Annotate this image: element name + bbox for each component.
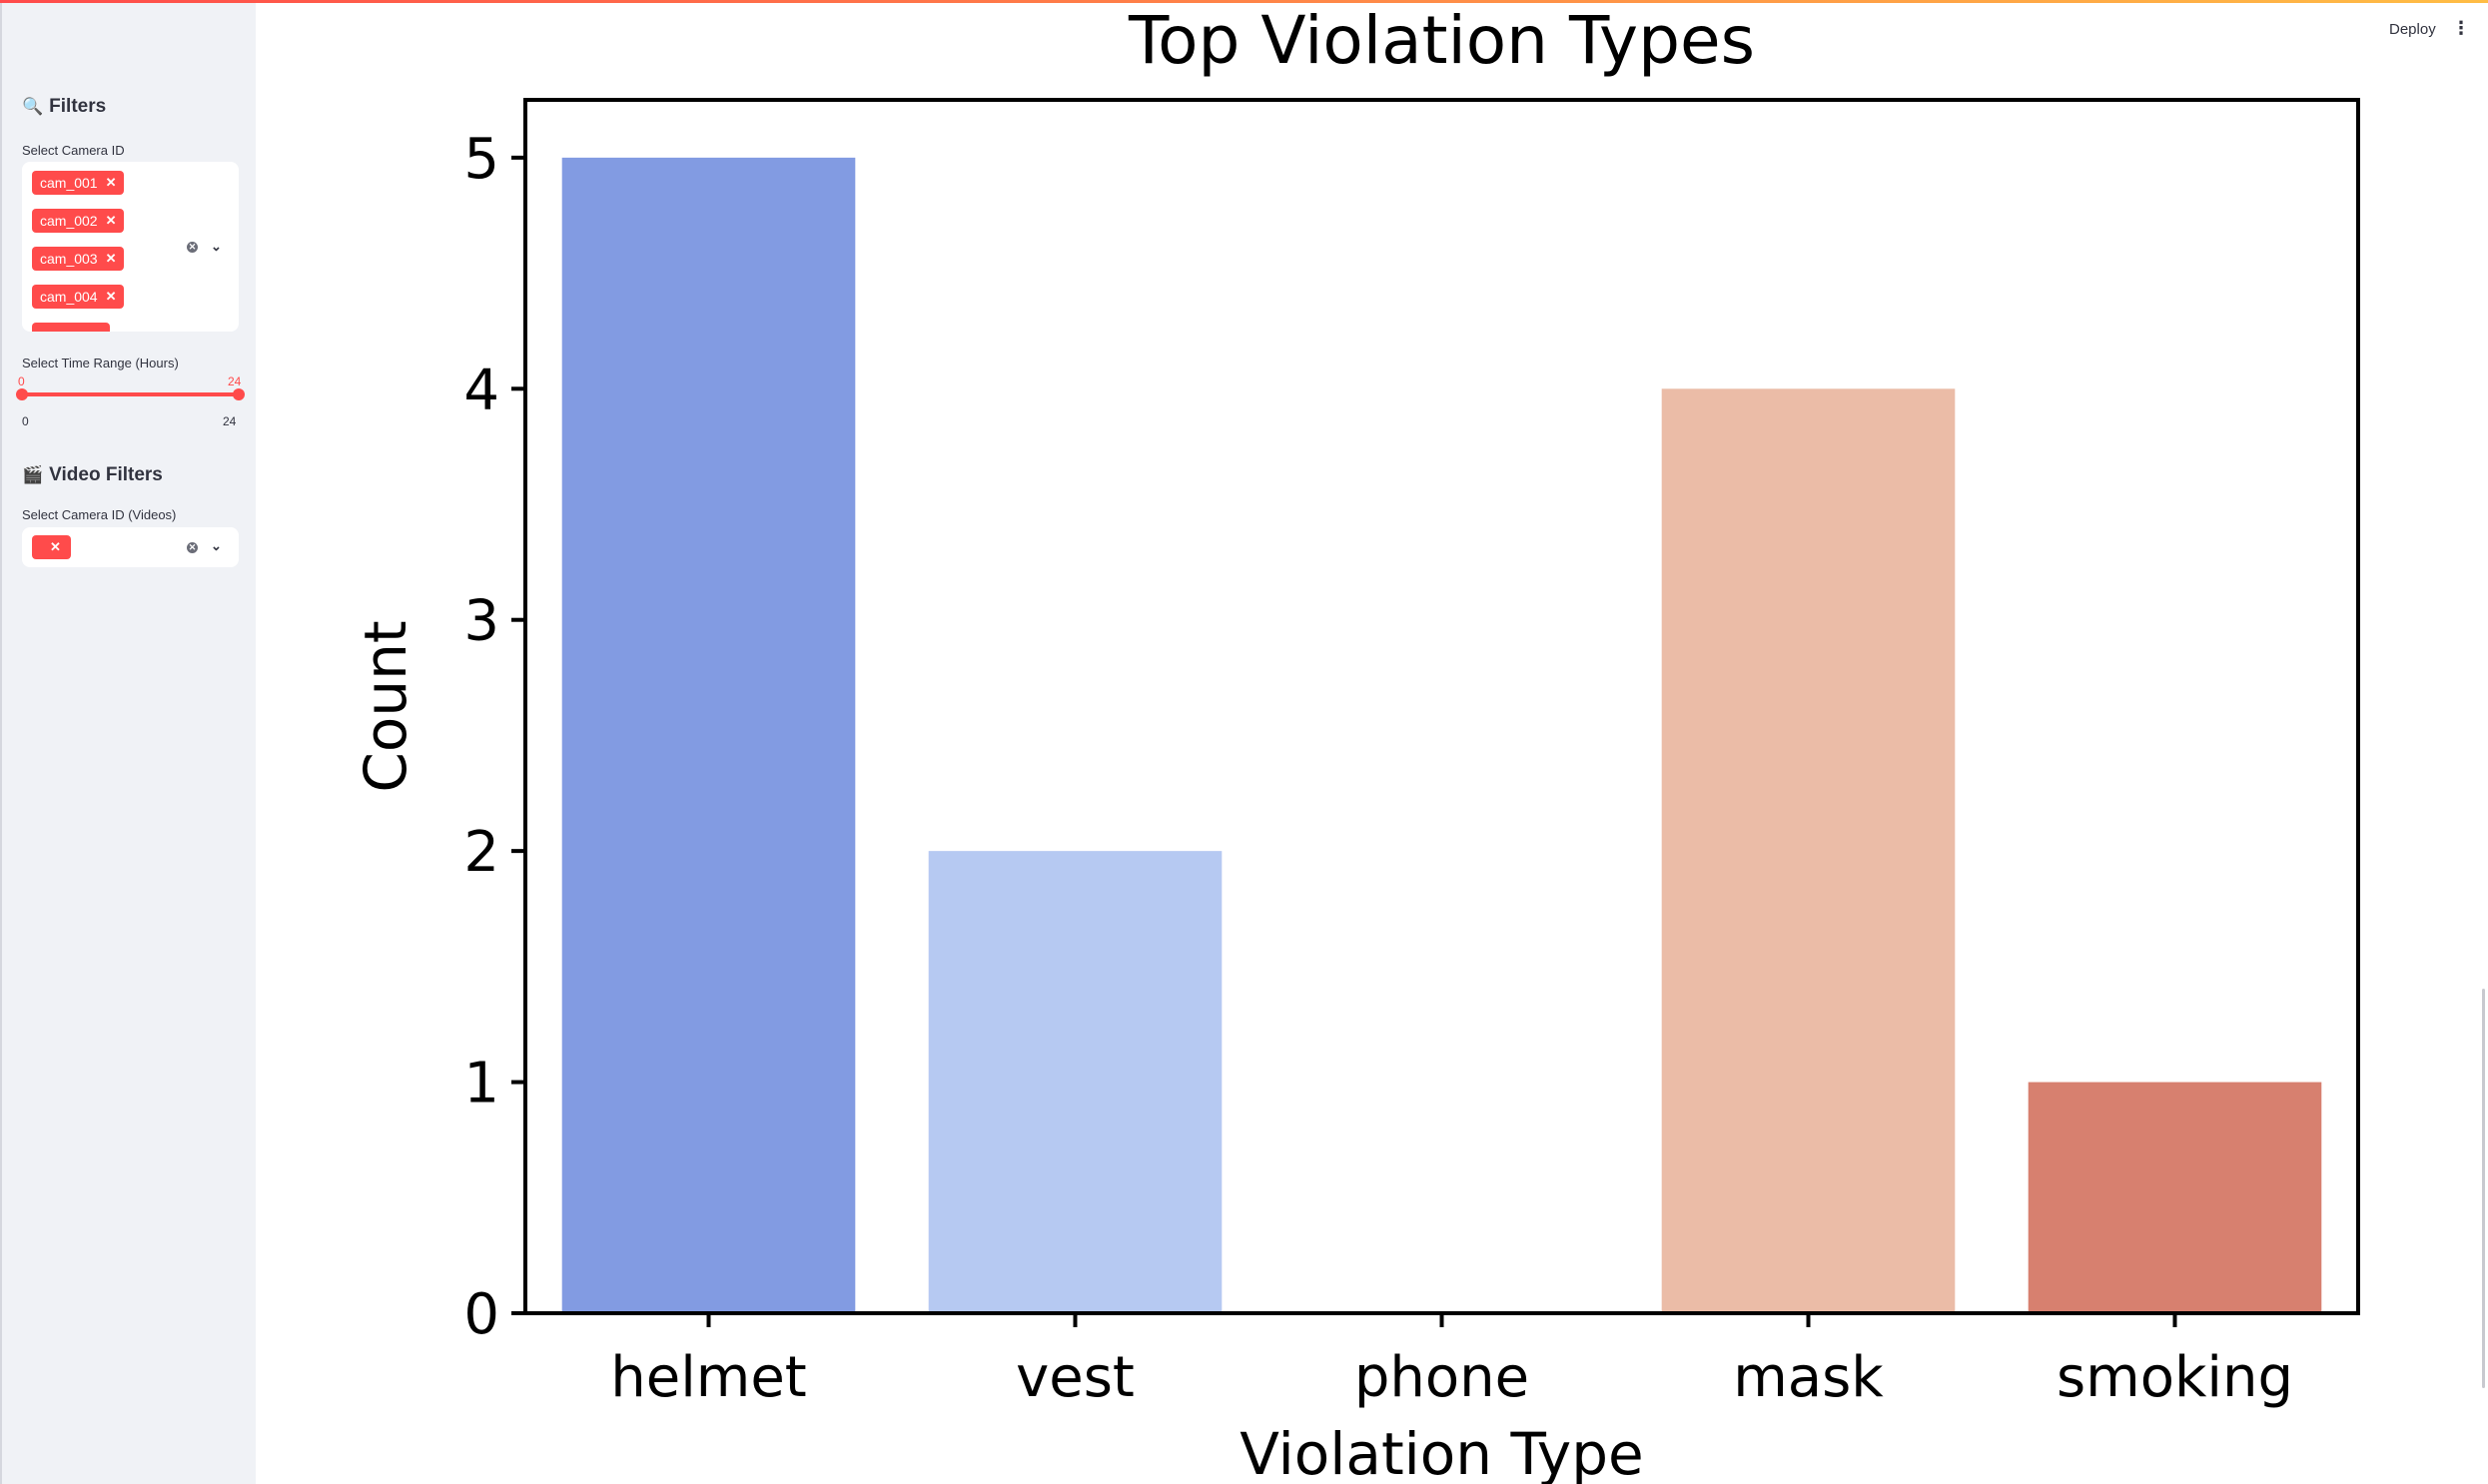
x-tick-label: phone	[1354, 1345, 1529, 1410]
y-tick-label: 4	[463, 358, 499, 422]
camera-tag-label: cam_003	[40, 251, 98, 267]
magnifier-icon: 🔍	[22, 97, 44, 116]
camera-tag-label: cam_001	[40, 175, 98, 191]
y-tick-label: 2	[463, 820, 499, 885]
chevron-down-icon[interactable]: ⌄	[211, 239, 222, 254]
x-tick-label: mask	[1733, 1345, 1884, 1410]
camera-tag[interactable]: cam_002 ✕	[32, 209, 124, 233]
chevron-down-icon[interactable]: ⌄	[211, 538, 222, 553]
camera-multiselect[interactable]: cam_001 ✕ cam_002 ✕ cam_003 ✕ cam_004 ✕ …	[22, 162, 239, 332]
camera-tag[interactable]: cam_001 ✕	[32, 171, 124, 195]
slider-high-handle[interactable]	[233, 388, 245, 400]
remove-tag-icon[interactable]: ✕	[105, 213, 117, 228]
bar-helmet	[561, 157, 856, 1313]
app-top-accent-bar	[0, 0, 2488, 3]
remove-tag-icon[interactable]: ✕	[105, 289, 117, 304]
time-range-label: Select Time Range (Hours)	[22, 356, 179, 371]
clear-selection-icon[interactable]: ✕	[187, 242, 198, 253]
remove-tag-icon[interactable]: ✕	[50, 539, 61, 554]
video-filters-header-label: Video Filters	[49, 464, 163, 485]
bar-mask	[1661, 388, 1956, 1313]
deploy-button[interactable]: Deploy	[2389, 21, 2436, 38]
video-camera-select-label: Select Camera ID (Videos)	[22, 507, 177, 522]
camera-tag-label: cam_002	[40, 213, 98, 229]
chart-title: Top Violation Types	[1128, 2, 1755, 79]
time-range-slider[interactable]	[16, 388, 245, 400]
video-camera-multiselect[interactable]: ✕ ✕ ⌄	[22, 527, 239, 567]
x-tick-label: smoking	[2057, 1345, 2293, 1410]
clear-selection-icon[interactable]: ✕	[187, 542, 198, 553]
camera-select-label: Select Camera ID	[22, 143, 125, 158]
main-scrollbar[interactable]	[2482, 989, 2485, 1388]
x-tick-label: vest	[1016, 1345, 1135, 1410]
slider-high-value: 24	[228, 374, 242, 388]
camera-tag-partial[interactable]	[32, 323, 110, 332]
slider-low-handle[interactable]	[16, 388, 28, 400]
bar-vest	[928, 851, 1223, 1313]
kebab-menu-icon[interactable]: ⋮	[2452, 18, 2470, 39]
camera-tag[interactable]: cam_003 ✕	[32, 247, 124, 271]
camera-tag-label: cam_004	[40, 289, 98, 305]
clapper-board-icon: 🎬	[22, 465, 44, 484]
remove-tag-icon[interactable]: ✕	[105, 175, 117, 190]
x-axis-label: Violation Type	[1240, 1420, 1643, 1484]
x-tick-label: helmet	[610, 1345, 806, 1410]
video-camera-tag[interactable]: ✕	[32, 535, 71, 559]
sidebar: 🔍 Filters Select Camera ID cam_001 ✕ cam…	[0, 3, 256, 1484]
camera-tag[interactable]: cam_004 ✕	[32, 285, 124, 309]
bar-smoking	[2028, 1082, 2322, 1313]
slider-max-label: 24	[223, 414, 237, 428]
video-filters-header: 🎬 Video Filters	[22, 464, 163, 486]
y-tick-label: 3	[463, 589, 499, 654]
filters-header: 🔍 Filters	[22, 96, 106, 118]
violation-bar-chart: 0 1 2 3 4 5 helmet vest phone mask smoking Top Viol…	[352, 2, 2360, 1484]
y-tick-label: 0	[463, 1282, 499, 1347]
slider-low-value: 0	[18, 374, 25, 388]
y-tick-label: 1	[463, 1052, 499, 1116]
slider-min-label: 0	[22, 414, 29, 428]
y-axis-label: Count	[352, 620, 419, 792]
remove-tag-icon[interactable]: ✕	[105, 251, 117, 266]
y-tick-label: 5	[463, 127, 499, 192]
filters-header-label: Filters	[49, 96, 107, 117]
